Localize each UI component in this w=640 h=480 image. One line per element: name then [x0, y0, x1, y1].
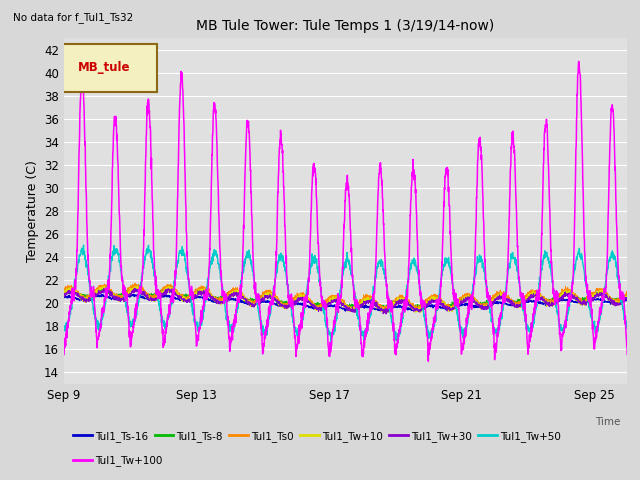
Legend: Tul1_Tw+100: Tul1_Tw+100 — [69, 451, 167, 470]
Text: No data for f_Tul1_Ts32: No data for f_Tul1_Ts32 — [13, 12, 133, 23]
Y-axis label: Temperature (C): Temperature (C) — [26, 160, 38, 262]
Text: Time: Time — [595, 417, 621, 427]
FancyBboxPatch shape — [56, 44, 157, 92]
Text: MB_tule: MB_tule — [78, 61, 131, 74]
Title: MB Tule Tower: Tule Temps 1 (3/19/14-now): MB Tule Tower: Tule Temps 1 (3/19/14-now… — [196, 19, 495, 33]
